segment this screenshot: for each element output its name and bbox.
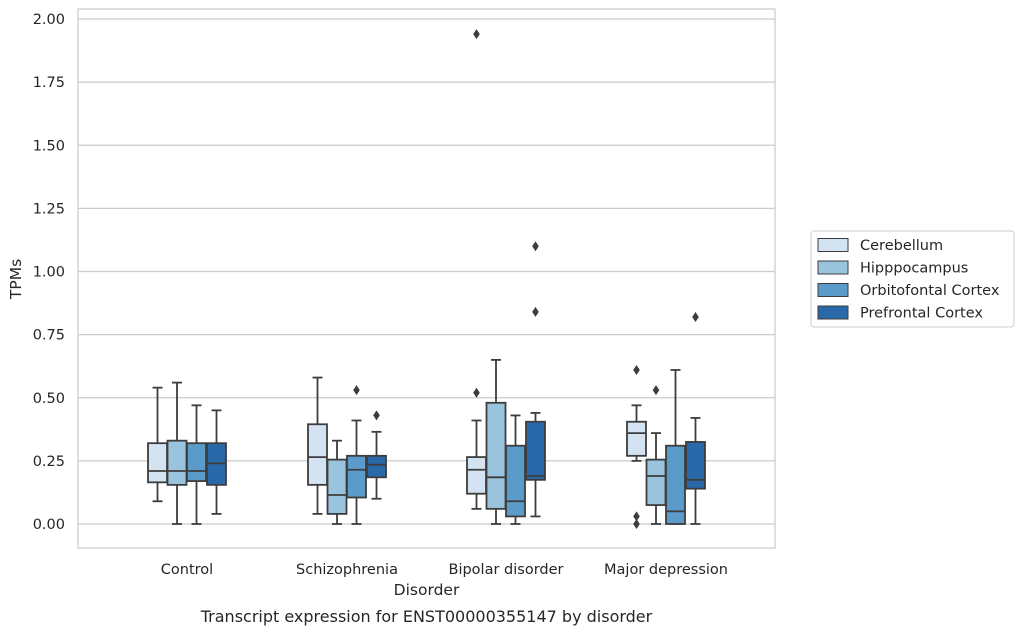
box-prefrontal-cortex xyxy=(685,311,706,525)
box-body xyxy=(485,401,507,510)
legend-label: Hipppocampus xyxy=(860,261,968,277)
box-body xyxy=(505,444,526,518)
y-tick-labels: 0.00 0.25 0.50 0.75 1.00 1.25 1.50 1.75 2.00 xyxy=(33,12,65,533)
box-orbitofontal-cortex xyxy=(346,385,367,525)
box-prefrontal-cortex xyxy=(525,241,546,518)
y-tick-label: 0.75 xyxy=(33,328,65,344)
legend-label: Prefrontal Cortex xyxy=(860,306,983,322)
box-cerebellum xyxy=(307,376,328,515)
box-body xyxy=(307,423,328,486)
outlier-marker xyxy=(692,311,699,322)
legend-swatch xyxy=(817,238,849,252)
box-body xyxy=(466,456,487,495)
box-body xyxy=(665,444,686,525)
box-body xyxy=(626,420,647,457)
box-body xyxy=(525,420,546,481)
outlier-marker xyxy=(353,385,360,396)
x-tick-label: Bipolar disorder xyxy=(449,562,564,578)
outlier-marker xyxy=(473,29,480,40)
y-tick-label: 2.00 xyxy=(33,12,65,28)
x-tick-label: Schizophrenia xyxy=(296,562,398,578)
legend-swatch xyxy=(817,283,849,297)
box-cerebellum xyxy=(626,364,647,529)
legend-frame xyxy=(810,230,1015,328)
box-body xyxy=(645,458,667,506)
y-tick-label: 1.25 xyxy=(33,201,65,217)
outlier-marker xyxy=(373,410,380,421)
outlier-marker xyxy=(633,519,640,529)
box-body xyxy=(685,441,706,490)
legend-swatch xyxy=(817,305,849,320)
y-tick-label: 1.00 xyxy=(33,265,65,281)
plot-frame xyxy=(77,8,776,549)
y-axis-label: TPMs xyxy=(7,259,25,300)
y-tick-label: 0.25 xyxy=(33,454,65,470)
box-body xyxy=(147,442,168,484)
outlier-marker xyxy=(473,387,480,398)
y-tick-label: 1.50 xyxy=(33,138,65,154)
box-orbitofontal-cortex xyxy=(665,369,686,525)
outlier-marker xyxy=(532,306,539,317)
y-tick-label: 1.75 xyxy=(33,75,65,91)
outlier-marker xyxy=(633,364,640,375)
x-tick-labels: Control Schizophrenia Bipolar disorder Majo… xyxy=(161,562,728,578)
box-orbitofontal-cortex xyxy=(505,414,526,525)
outlier-marker xyxy=(532,241,539,252)
box-body xyxy=(366,454,387,479)
legend-items: Cerebellum Hipppocampus Orbitofontal Corte… xyxy=(817,238,1000,322)
x-axis-label: Disorder xyxy=(394,581,460,599)
box-prefrontal-cortex xyxy=(206,409,227,515)
outlier-marker xyxy=(652,385,660,396)
y-tick-label: 0.00 xyxy=(33,517,65,533)
x-tick-label: Control xyxy=(161,562,213,578)
box-series xyxy=(147,29,706,529)
chart-caption: Transcript expression for ENST0000035514… xyxy=(200,607,653,626)
legend-swatch xyxy=(817,260,849,275)
legend-label: Orbitofontal Cortex xyxy=(860,283,1000,299)
legend: Cerebellum Hipppocampus Orbitofontal Corte… xyxy=(810,230,1015,328)
box-body xyxy=(346,454,367,499)
legend-label: Cerebellum xyxy=(860,238,943,254)
box-body xyxy=(166,439,188,486)
box-prefrontal-cortex xyxy=(366,410,387,500)
box-body xyxy=(186,442,207,482)
x-tick-label: Major depression xyxy=(604,562,728,578)
box-cerebellum xyxy=(466,29,487,510)
y-tick-label: 0.50 xyxy=(33,391,65,407)
box-orbitofontal-cortex xyxy=(186,404,207,525)
outlier-marker xyxy=(633,511,640,522)
box-body xyxy=(326,458,348,515)
